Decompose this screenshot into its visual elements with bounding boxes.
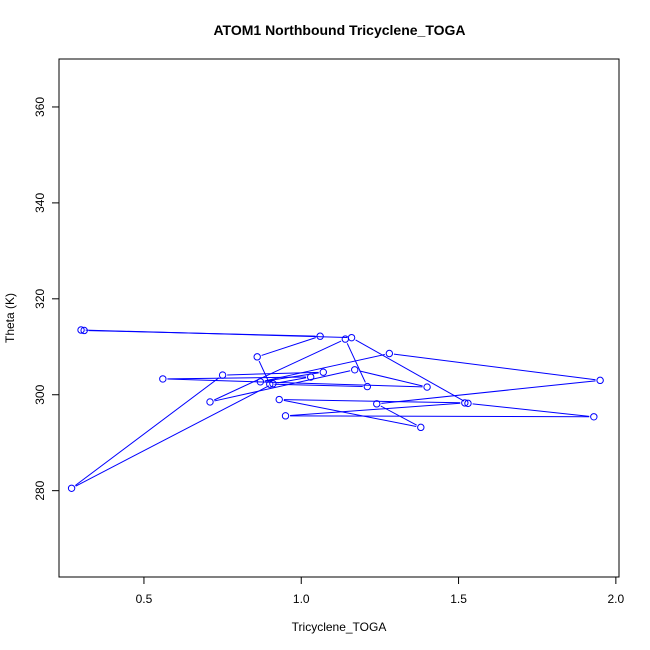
series-segment	[264, 353, 385, 382]
data-point	[596, 376, 604, 385]
data-point	[269, 380, 277, 388]
series-segment	[381, 380, 596, 404]
series-segment	[261, 337, 316, 356]
data-point	[218, 371, 227, 379]
y-tick-label: 320	[33, 288, 47, 308]
x-tick-label: 2.0	[608, 592, 625, 606]
series-segment	[283, 399, 417, 427]
x-axis: 0.5 1.0 1.5 2.0	[136, 576, 625, 606]
series-segment	[75, 385, 270, 487]
data-point	[341, 335, 349, 343]
data-point	[67, 484, 76, 492]
data-point	[417, 423, 425, 432]
plot-frame	[58, 58, 620, 578]
series-segment	[393, 353, 596, 381]
series-segment	[167, 376, 307, 380]
data-point	[373, 400, 381, 408]
series-segment	[290, 415, 590, 418]
data-point	[461, 399, 469, 407]
data-point	[253, 353, 261, 361]
series-segment	[74, 377, 220, 486]
data-point	[306, 373, 315, 381]
series-segment	[472, 403, 590, 417]
chart-title: ATOM1 Northbound Tricyclene_TOGA	[213, 22, 465, 38]
data-point	[385, 349, 394, 358]
data-point	[363, 382, 372, 391]
data-point	[275, 395, 283, 404]
x-axis-label: Tricyclene_TOGA	[292, 620, 387, 634]
data-point	[266, 380, 274, 388]
y-tick-label: 360	[33, 97, 47, 117]
data-point	[256, 378, 265, 386]
y-axis-label: Theta (K)	[3, 293, 17, 343]
data-point	[159, 375, 167, 383]
x-tick-label: 1.0	[293, 592, 310, 606]
data-point	[77, 326, 85, 334]
series-segment	[283, 399, 461, 404]
y-tick-label: 340	[33, 193, 47, 213]
series-segment	[346, 343, 366, 383]
series-segment	[213, 340, 342, 401]
series-segment	[214, 370, 351, 402]
data-point	[423, 383, 431, 391]
y-tick-label: 300	[33, 384, 47, 404]
series-segment	[85, 329, 348, 339]
y-axis: 280 300 320 340 360	[33, 97, 60, 501]
data-point	[206, 398, 214, 406]
series-segment	[258, 360, 269, 381]
data-point	[351, 366, 359, 374]
x-tick-label: 1.5	[450, 592, 467, 606]
series-segment	[355, 339, 465, 402]
series-segment	[359, 370, 423, 387]
y-tick-label: 280	[33, 480, 47, 500]
series-segment	[277, 377, 307, 384]
series-layer	[67, 326, 604, 492]
series-segment	[167, 378, 423, 388]
data-point	[80, 326, 88, 335]
series-segment	[380, 405, 417, 426]
data-point	[464, 399, 472, 408]
x-tick-label: 0.5	[136, 592, 153, 606]
data-point	[319, 368, 327, 376]
data-point	[347, 333, 356, 342]
series-segment	[290, 402, 461, 417]
data-point	[281, 412, 290, 420]
data-point	[316, 332, 324, 340]
data-point	[590, 413, 598, 421]
